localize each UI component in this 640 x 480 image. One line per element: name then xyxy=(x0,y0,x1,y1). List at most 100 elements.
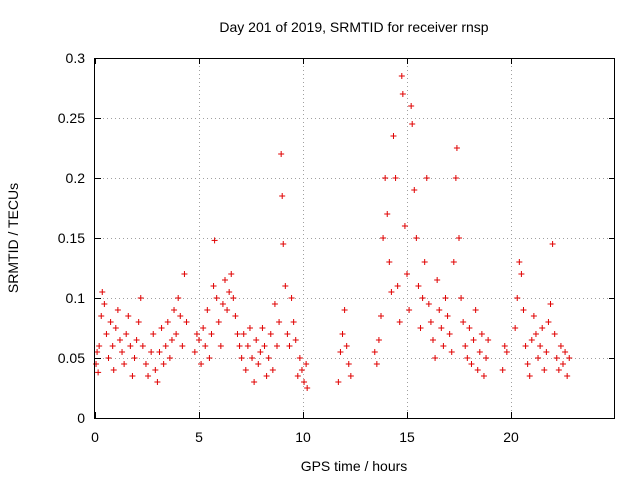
data-point xyxy=(109,343,116,349)
data-point xyxy=(183,319,190,325)
data-point xyxy=(232,313,239,319)
data-point xyxy=(501,343,508,349)
data-point xyxy=(539,325,546,331)
data-point xyxy=(373,361,380,367)
data-point xyxy=(265,355,272,361)
data-point xyxy=(288,295,295,301)
data-point xyxy=(274,343,280,349)
data-point xyxy=(200,325,207,331)
data-point xyxy=(512,325,519,331)
data-point xyxy=(427,319,434,325)
data-point xyxy=(408,103,415,109)
data-point xyxy=(339,331,346,337)
data-point xyxy=(156,349,163,355)
data-point xyxy=(125,313,132,319)
data-point xyxy=(253,337,260,343)
data-point xyxy=(280,241,287,247)
data-point xyxy=(215,319,222,325)
data-point xyxy=(432,355,439,361)
data-point xyxy=(282,283,289,289)
data-point xyxy=(436,307,443,313)
data-point xyxy=(211,237,218,244)
data-point xyxy=(476,349,483,355)
data-point xyxy=(446,331,453,337)
data-point xyxy=(217,343,224,349)
data-point xyxy=(110,367,117,373)
data-point xyxy=(139,343,146,349)
data-point xyxy=(392,175,399,181)
y-tick-label: 0.1 xyxy=(66,290,86,306)
data-point xyxy=(304,385,311,391)
y-tick-label: 0.15 xyxy=(58,230,85,246)
chart-title: Day 201 of 2019, SRMTID for receiver rns… xyxy=(219,19,488,35)
data-point xyxy=(171,307,178,313)
data-point xyxy=(398,73,405,79)
data-points xyxy=(93,73,573,391)
data-point xyxy=(411,187,418,193)
data-point xyxy=(396,319,403,325)
data-point xyxy=(193,331,200,337)
data-point xyxy=(230,295,237,301)
data-point xyxy=(543,349,550,355)
data-point xyxy=(303,361,310,367)
data-point xyxy=(135,319,142,325)
x-tick-labels: 0 5 10 15 20 xyxy=(91,429,519,445)
data-point xyxy=(483,355,490,361)
data-point xyxy=(284,331,291,337)
y-tick-label: 0.2 xyxy=(66,170,86,186)
data-point xyxy=(343,343,350,349)
y-tick-label: 0.05 xyxy=(58,350,85,366)
data-point xyxy=(240,331,247,337)
data-point xyxy=(423,175,430,181)
data-point xyxy=(116,337,123,343)
data-point xyxy=(279,193,286,199)
data-point xyxy=(549,241,556,247)
data-point xyxy=(388,289,395,295)
data-point xyxy=(127,343,134,349)
data-point xyxy=(448,349,455,355)
data-point xyxy=(466,325,473,331)
data-point xyxy=(378,313,384,319)
y-tick-label: 0.25 xyxy=(58,110,85,126)
data-point xyxy=(145,373,152,379)
data-point xyxy=(553,355,560,361)
data-point xyxy=(105,355,112,361)
data-point xyxy=(296,355,303,361)
data-point xyxy=(417,325,424,331)
data-point xyxy=(244,343,251,349)
data-point xyxy=(119,349,126,355)
data-point xyxy=(371,349,378,355)
data-point xyxy=(259,325,266,331)
data-point xyxy=(236,343,243,349)
data-point xyxy=(444,313,451,319)
data-point xyxy=(425,301,432,307)
data-point xyxy=(474,367,481,373)
data-point xyxy=(158,325,165,331)
data-point xyxy=(269,367,276,373)
data-point xyxy=(382,175,389,181)
x-axis-label: GPS time / hours xyxy=(301,458,408,474)
data-point xyxy=(516,259,523,265)
data-point xyxy=(375,337,382,343)
axis-ticks xyxy=(95,58,615,419)
data-point xyxy=(528,337,535,343)
data-point xyxy=(406,307,413,313)
data-point xyxy=(532,331,539,337)
x-tick-label: 5 xyxy=(195,429,203,445)
data-point xyxy=(390,133,397,139)
data-point xyxy=(255,361,262,367)
data-point xyxy=(99,289,106,295)
data-point xyxy=(520,307,527,313)
data-point xyxy=(384,211,391,217)
data-point xyxy=(526,373,533,379)
data-point xyxy=(413,235,420,241)
data-point xyxy=(557,343,564,349)
data-point xyxy=(246,325,253,331)
data-point xyxy=(96,343,103,349)
data-point xyxy=(148,349,155,355)
data-point xyxy=(208,331,215,337)
data-point xyxy=(524,361,531,367)
data-point xyxy=(213,295,220,301)
data-point xyxy=(164,319,171,325)
